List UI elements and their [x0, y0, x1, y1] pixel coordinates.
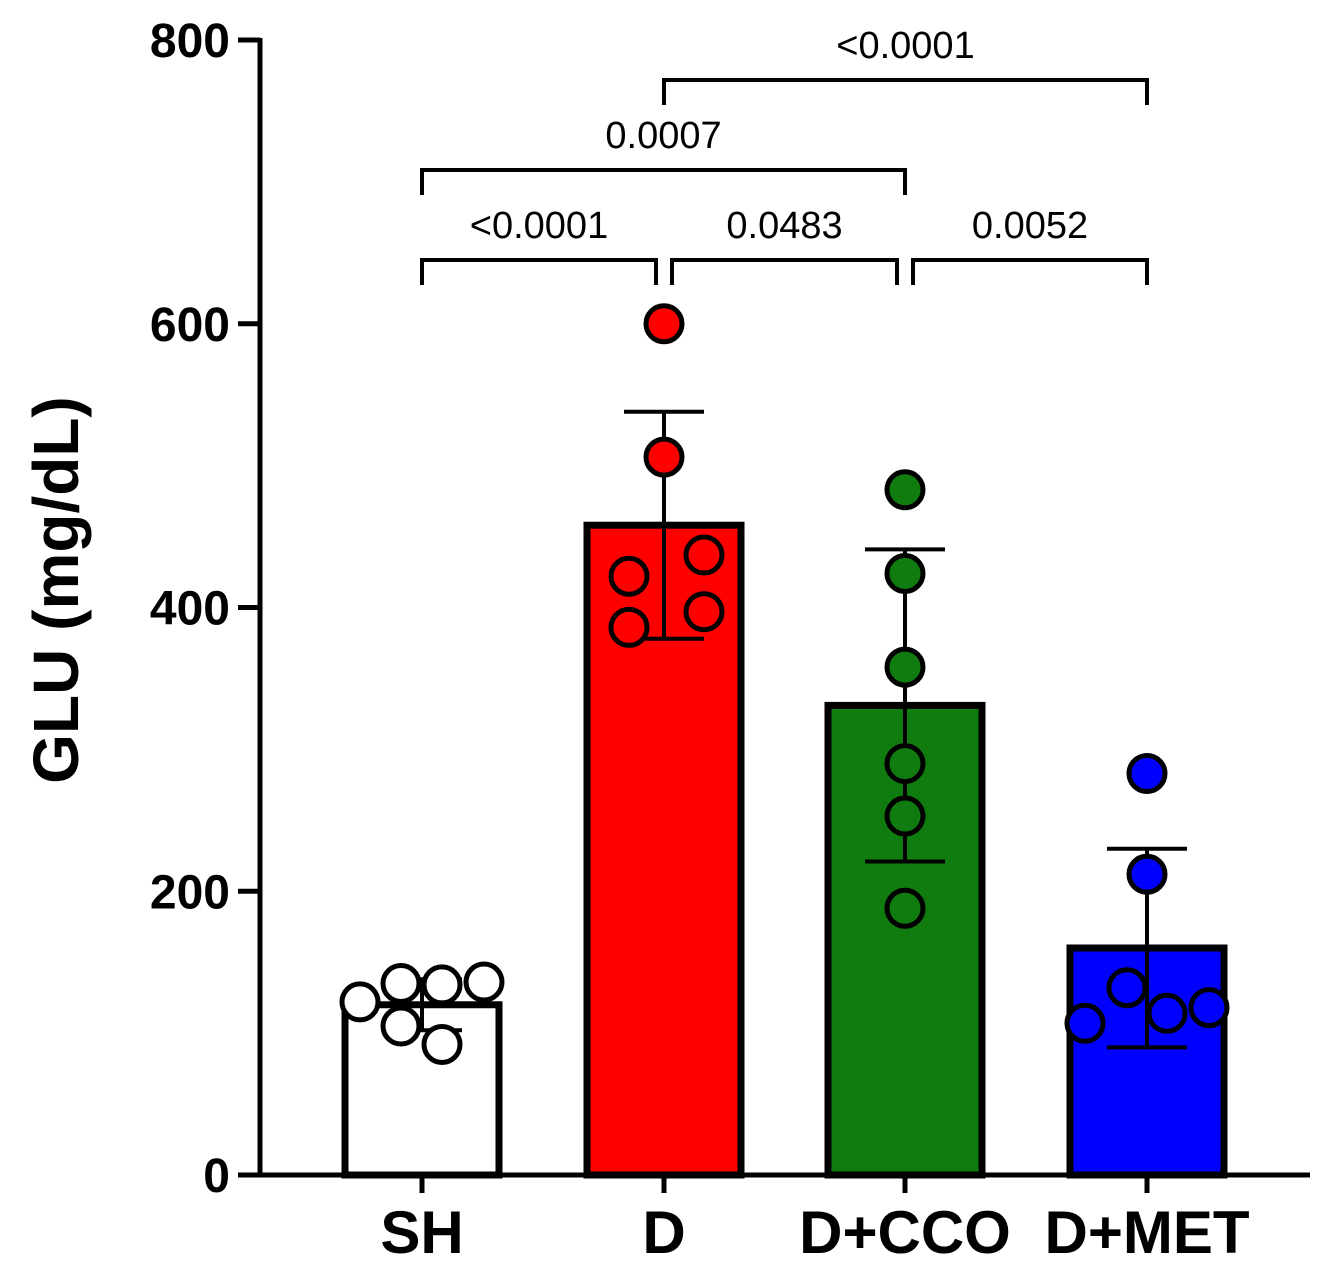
data-point: [884, 887, 926, 929]
p-value-label: 0.0483: [726, 205, 842, 247]
x-tick-label: D: [642, 1199, 685, 1266]
p-value-label: <0.0001: [470, 205, 608, 247]
y-tick-label: 600: [150, 299, 230, 352]
data-point: [1146, 992, 1188, 1034]
significance-bracket: [662, 78, 1149, 105]
data-point: [1106, 967, 1148, 1009]
y-tick-label: 0: [203, 1150, 230, 1203]
x-tick-label: D+CCO: [799, 1199, 1011, 1266]
data-point: [884, 795, 926, 837]
data-point: [380, 1005, 422, 1047]
data-point: [683, 534, 725, 576]
data-point: [339, 981, 381, 1023]
data-point: [421, 1023, 463, 1065]
data-point: [643, 436, 685, 478]
data-point: [884, 469, 926, 511]
y-axis-title: GLU (mg/dL): [20, 396, 92, 783]
data-point: [1126, 853, 1168, 895]
significance-bracket: [911, 258, 1149, 285]
data-point: [884, 743, 926, 785]
data-point: [643, 303, 685, 345]
y-tick-label: 200: [150, 866, 230, 919]
data-point: [463, 961, 505, 1003]
significance-bracket: [420, 168, 907, 195]
data-point: [608, 555, 650, 597]
y-tick-label: 800: [150, 15, 230, 68]
data-point: [608, 606, 650, 648]
p-value-label: <0.0001: [836, 25, 974, 67]
data-point: [683, 591, 725, 633]
significance-bracket: [670, 258, 899, 285]
x-tick-label: D+MET: [1044, 1199, 1249, 1266]
data-point: [884, 646, 926, 688]
p-value-label: 0.0052: [972, 205, 1088, 247]
y-tick-label: 400: [150, 583, 230, 636]
significance-bracket: [420, 258, 658, 285]
x-tick-label: SH: [380, 1199, 463, 1266]
data-point: [421, 964, 463, 1006]
data-point: [1126, 752, 1168, 794]
data-point: [884, 552, 926, 594]
data-point: [380, 962, 422, 1004]
p-value-label: 0.0007: [605, 115, 721, 157]
data-point: [1188, 987, 1230, 1029]
data-point: [1064, 1002, 1106, 1044]
